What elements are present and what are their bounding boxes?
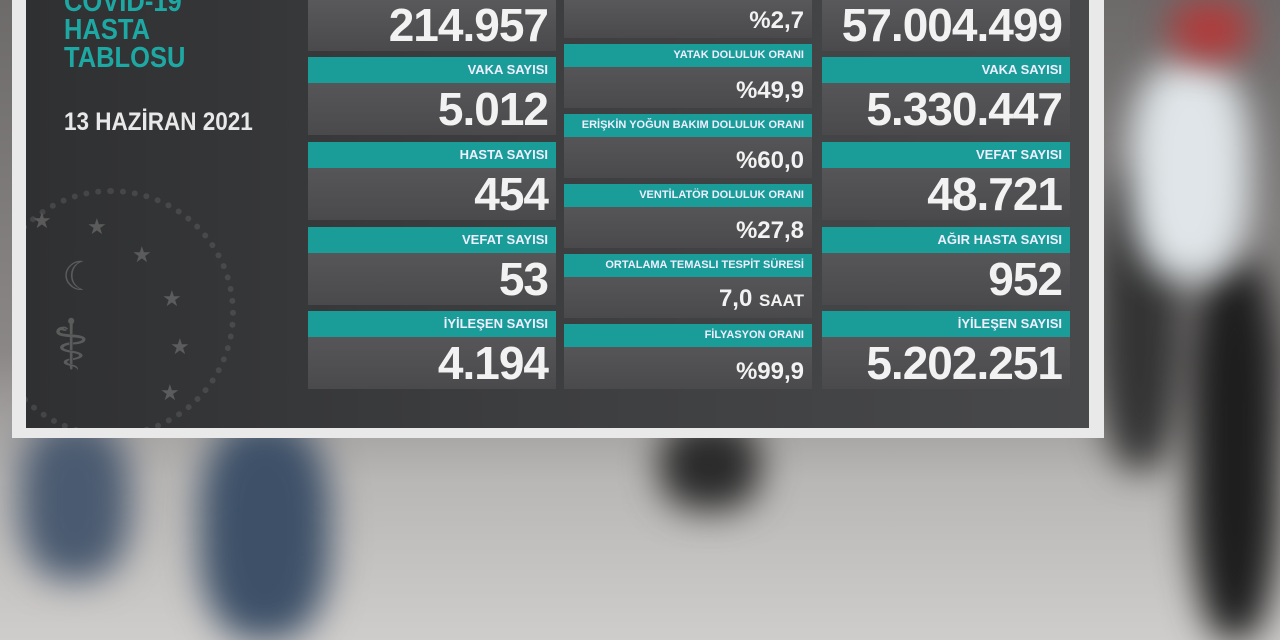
card-label: İYİLEŞEN SAYISI bbox=[822, 311, 1070, 337]
card-label: HASTA SAYISI bbox=[308, 142, 556, 168]
title-line-1: COVID-19 bbox=[64, 0, 182, 18]
card-value: 5.202.251 bbox=[866, 337, 1063, 389]
card-value: 48.721 bbox=[927, 168, 1063, 220]
ministry-seal-icon: ★ ★ ★ ★ ★ ★ ☾ ⚕ bbox=[26, 188, 236, 428]
card-value: 5.012 bbox=[437, 83, 549, 135]
card-value: 454 bbox=[474, 168, 549, 220]
card-value: 53 bbox=[498, 253, 549, 305]
card-label: ERİŞKİN YOĞUN BAKIM DOLULUK ORANI bbox=[564, 114, 812, 137]
icu-occupancy-card: ERİŞKİN YOĞUN BAKIM DOLULUK ORANI %60,0 bbox=[564, 114, 812, 178]
card-label: İYİLEŞEN SAYISI bbox=[308, 311, 556, 337]
background-sign bbox=[1130, 60, 1250, 280]
contact-detection-time-card: ORTALAMA TEMASLI TESPİT SÜRESİ 7,0 SAAT bbox=[564, 254, 812, 318]
severe-patient-card: AĞIR HASTA SAYISI 952 bbox=[822, 227, 1070, 305]
total-case-card: VAKA SAYISI 5.330.447 bbox=[822, 57, 1070, 135]
card-value: 7,0 SAAT bbox=[719, 282, 804, 318]
infographic-panel: COVID-19 HASTA TABLOSU 13 HAZİRAN 2021 ★… bbox=[26, 0, 1089, 428]
card-label: ORTALAMA TEMASLI TESPİT SÜRESİ bbox=[564, 254, 812, 277]
infographic-title: COVID-19 HASTA TABLOSU bbox=[64, 0, 186, 74]
background-pole bbox=[1190, 260, 1280, 640]
total-test-value: 57.004.499 bbox=[841, 0, 1063, 51]
card-value: %2,7 bbox=[749, 7, 804, 34]
card-label: VEFAT SAYISI bbox=[308, 227, 556, 253]
card-label: VEFAT SAYISI bbox=[822, 142, 1070, 168]
card-value: 4.194 bbox=[437, 337, 549, 389]
background-person bbox=[200, 420, 330, 640]
value-number: 7,0 bbox=[718, 285, 753, 312]
background-person bbox=[20, 420, 130, 580]
infographic-frame: COVID-19 HASTA TABLOSU 13 HAZİRAN 2021 ★… bbox=[12, 0, 1104, 438]
bed-occupancy-card: YATAK DOLULUK ORANI %49,9 bbox=[564, 44, 812, 108]
card-label: VAKA SAYISI bbox=[308, 57, 556, 83]
daily-death-card: VEFAT SAYISI 53 bbox=[308, 227, 556, 305]
total-recovered-card: İYİLEŞEN SAYISI 5.202.251 bbox=[822, 311, 1070, 389]
ventilator-occupancy-card: VENTİLATÖR DOLULUK ORANI %27,8 bbox=[564, 184, 812, 248]
total-test-card: 57.004.499 bbox=[822, 0, 1070, 51]
daily-test-value: 214.957 bbox=[388, 0, 549, 51]
title-line-2: HASTA bbox=[64, 14, 151, 46]
card-label: VENTİLATÖR DOLULUK ORANI bbox=[564, 184, 812, 207]
title-line-3: TABLOSU bbox=[64, 42, 186, 74]
card-label: VAKA SAYISI bbox=[822, 57, 1070, 83]
card-value: 952 bbox=[988, 253, 1063, 305]
background-red bbox=[1170, 0, 1250, 60]
filiation-rate-card: FİLYASYON ORANI %99,9 bbox=[564, 324, 812, 389]
card-value: %99,9 bbox=[735, 358, 804, 385]
daily-patient-card: HASTA SAYISI 454 bbox=[308, 142, 556, 220]
card-label: YATAK DOLULUK ORANI bbox=[564, 44, 812, 67]
rate-top-card: %2,7 bbox=[564, 0, 812, 38]
daily-test-card: 214.957 bbox=[308, 0, 556, 51]
card-value: 5.330.447 bbox=[866, 83, 1063, 135]
card-value: %60,0 bbox=[735, 147, 804, 174]
value-unit: SAAT bbox=[758, 291, 804, 310]
total-death-card: VEFAT SAYISI 48.721 bbox=[822, 142, 1070, 220]
card-value: %27,8 bbox=[735, 217, 804, 244]
card-label: FİLYASYON ORANI bbox=[564, 324, 812, 347]
card-value: %49,9 bbox=[735, 77, 804, 104]
card-label: AĞIR HASTA SAYISI bbox=[822, 227, 1070, 253]
daily-recovered-card: İYİLEŞEN SAYISI 4.194 bbox=[308, 311, 556, 389]
report-date: 13 HAZİRAN 2021 bbox=[64, 108, 253, 136]
daily-case-card: VAKA SAYISI 5.012 bbox=[308, 57, 556, 135]
